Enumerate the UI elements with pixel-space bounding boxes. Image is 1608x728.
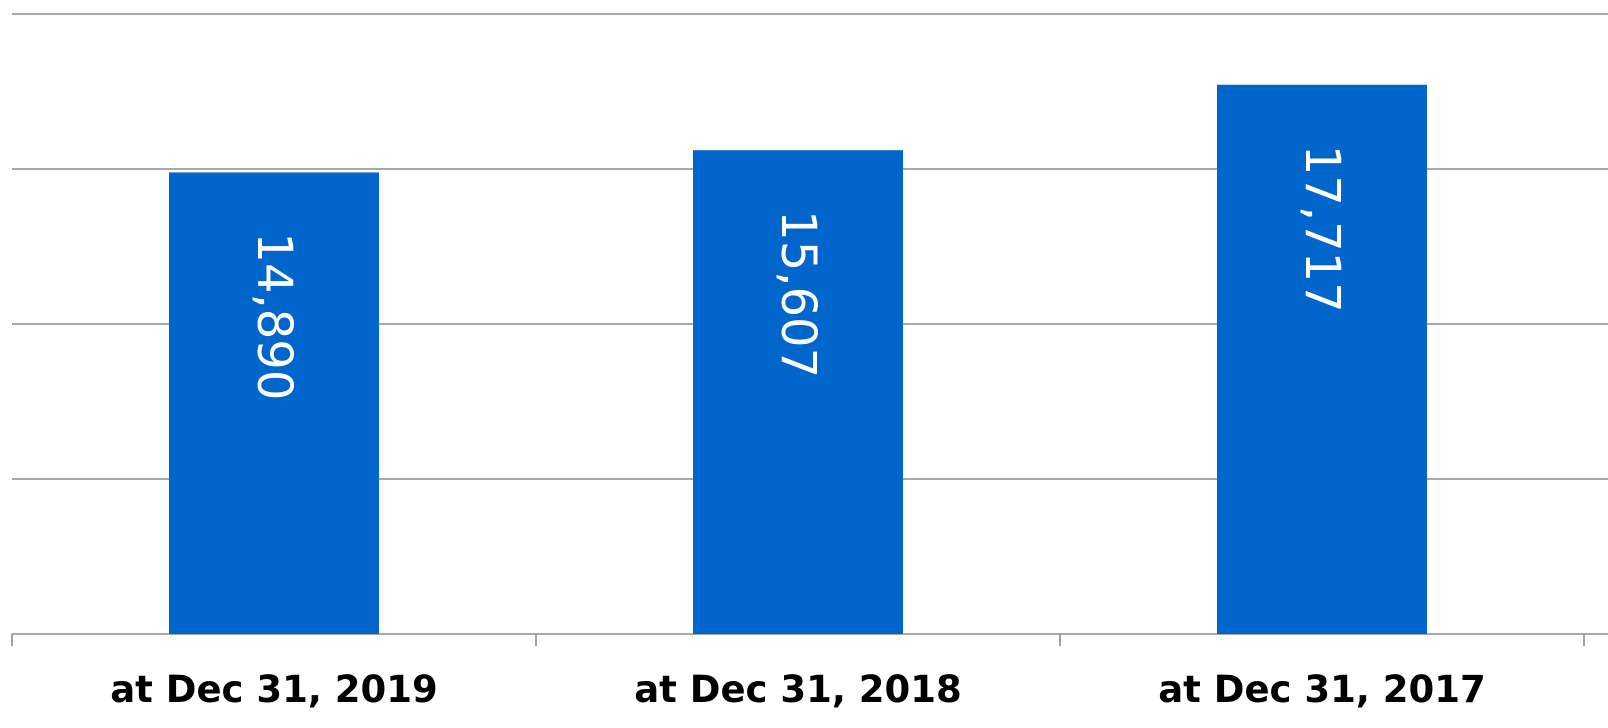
- data-label-1: 15,607: [770, 210, 826, 378]
- bar-1: [693, 150, 903, 635]
- data-label-0: 14,890: [246, 232, 302, 400]
- category-labels: at Dec 31, 2019 at Dec 31, 2018 at Dec 31,…: [110, 668, 1486, 711]
- data-labels: 14,890 15,607 17,717: [246, 145, 1350, 401]
- category-label-2: at Dec 31, 2017: [1158, 668, 1486, 711]
- bar-0: [169, 172, 379, 634]
- category-label-0: at Dec 31, 2019: [110, 668, 438, 711]
- data-label-2: 17,717: [1294, 145, 1350, 313]
- category-label-1: at Dec 31, 2018: [634, 668, 962, 711]
- bar-2: [1217, 84, 1427, 634]
- x-axis: [11, 633, 1608, 646]
- bars: [169, 84, 1427, 635]
